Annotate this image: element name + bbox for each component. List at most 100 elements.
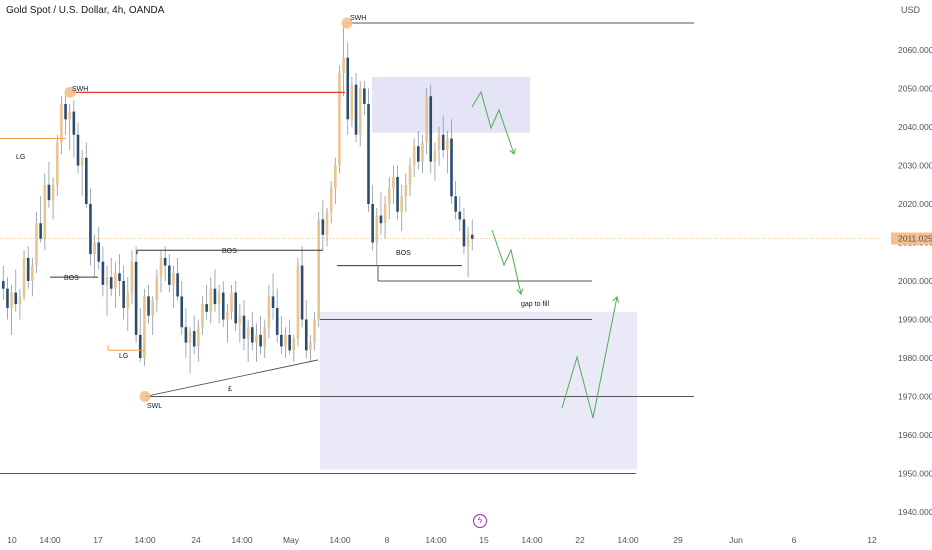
last-price-badge: [891, 232, 932, 245]
candle-body: [35, 223, 38, 266]
candle-body: [26, 257, 30, 281]
x-tick-label: 14:00: [425, 535, 447, 545]
candle-body: [31, 265, 34, 281]
candle-body: [288, 334, 291, 351]
candle-body: [47, 184, 51, 201]
y-tick-label: 1940.000: [898, 507, 932, 517]
candle-body: [284, 334, 287, 347]
candle-body: [163, 257, 167, 266]
swh-left-marker: [64, 86, 76, 98]
y-tick-label: 2020.000: [898, 199, 932, 209]
candle-body: [238, 315, 242, 324]
bos-mid-label: BOS: [222, 248, 237, 255]
candle-body: [114, 273, 117, 289]
candle-body: [60, 103, 63, 143]
candle-body: [255, 334, 258, 343]
candle-body: [412, 146, 416, 166]
candle-body: [134, 261, 138, 335]
x-tick-label: 29: [673, 535, 683, 545]
candle-body: [122, 281, 125, 308]
lg-upper-label: LG: [16, 154, 25, 161]
candle-body: [76, 134, 80, 166]
candle-body: [404, 184, 408, 197]
lightning-icon[interactable]: ϟ: [473, 514, 487, 528]
candle-body: [93, 242, 96, 255]
candle-body: [375, 215, 379, 243]
candle-body: [421, 142, 424, 162]
candle-body: [329, 188, 333, 212]
candle-body: [1, 281, 5, 289]
y-tick-label: 2050.000: [898, 84, 932, 94]
candle-body: [14, 292, 18, 305]
candle-body: [168, 265, 171, 285]
candle-body: [97, 242, 101, 262]
candle-body: [159, 257, 163, 278]
arrow-head: [509, 148, 516, 155]
candle-body: [10, 292, 13, 308]
y-tick-label: 1960.000: [898, 430, 932, 440]
candle-body: [130, 261, 134, 293]
candle-body: [392, 177, 395, 189]
candle-body: [470, 234, 474, 239]
y-tick-label: 1980.000: [898, 353, 932, 363]
candle-body: [242, 315, 246, 339]
candle-body: [304, 319, 308, 351]
y-tick-label: 2000.000: [898, 276, 932, 286]
candle-body: [325, 211, 329, 235]
swh-top-label: SWH: [350, 15, 366, 22]
last-price-label: 2011.025: [898, 234, 932, 244]
candle-body: [192, 331, 196, 347]
candle-body: [184, 327, 188, 343]
x-tick-label: 14:00: [617, 535, 639, 545]
y-tick-label: 2060.000: [898, 45, 932, 55]
x-tick-label: 6: [792, 535, 797, 545]
candle-body: [271, 296, 275, 308]
candle-body: [358, 88, 362, 135]
candle-body: [396, 177, 399, 212]
candle-body: [400, 196, 403, 212]
x-tick-label: 14:00: [39, 535, 61, 545]
currency-label: USD: [901, 5, 921, 15]
candle-body: [263, 327, 267, 347]
candle-body: [309, 342, 312, 351]
swh-left-label: SWH: [72, 86, 88, 93]
candle-body: [221, 292, 225, 320]
y-tick-label: 1950.000: [898, 469, 932, 479]
projection-upper-arrow: [509, 148, 516, 155]
supply-zone: [372, 76, 530, 133]
candle-body: [197, 327, 200, 347]
candle-body: [147, 296, 150, 316]
candle-body: [51, 184, 55, 201]
candle-body: [155, 277, 159, 301]
candle-body: [338, 73, 341, 166]
candle-body: [85, 157, 88, 204]
candle-body: [367, 103, 370, 204]
arrow-head: [612, 296, 620, 303]
x-tick-label: 24: [191, 535, 201, 545]
candle-body: [188, 331, 192, 343]
x-tick-label: 8: [385, 535, 390, 545]
candle-body: [280, 334, 283, 347]
candle-body: [118, 273, 121, 281]
candle-body: [209, 288, 213, 312]
candle-body: [292, 338, 296, 351]
candle-body: [433, 150, 437, 162]
bos-right-label: BOS: [396, 250, 411, 257]
candle-body: [205, 304, 208, 312]
projection-middle-arrow: [516, 288, 524, 295]
x-tick-label: May: [283, 535, 300, 545]
trend-line-label: £: [228, 386, 232, 393]
candle-body: [138, 334, 142, 358]
x-tick-label: Jun: [729, 535, 743, 545]
candle-body: [201, 304, 204, 328]
candle-body: [176, 273, 179, 297]
candle-body: [342, 57, 345, 74]
candle-body: [462, 219, 466, 247]
candle-body: [234, 292, 237, 324]
candle-body: [450, 138, 453, 197]
candle-body: [105, 277, 109, 285]
candle-body: [143, 296, 146, 358]
y-tick-label: 1970.000: [898, 392, 932, 402]
candle-body: [68, 111, 71, 120]
